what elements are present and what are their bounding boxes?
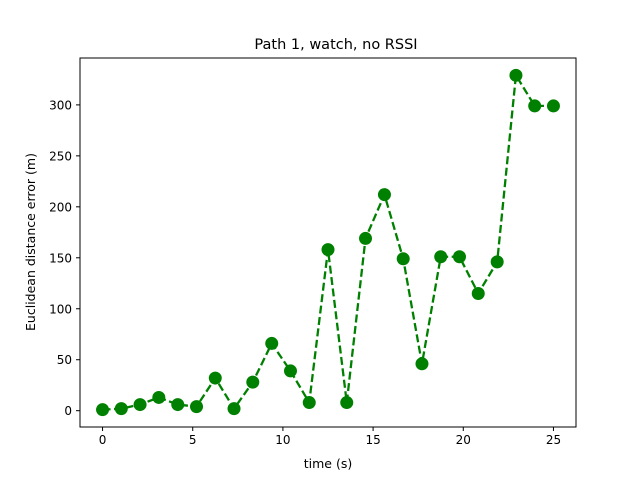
x-tick-label: 5 <box>189 433 197 447</box>
data-point <box>509 68 523 82</box>
y-tick-label: 50 <box>57 353 72 367</box>
data-point <box>452 250 466 264</box>
x-tick-label: 15 <box>365 433 380 447</box>
chart-title: Path 1, watch, no RSSI <box>254 37 417 53</box>
data-point <box>246 375 260 389</box>
data-point <box>133 398 147 412</box>
data-point <box>208 371 222 385</box>
data-point <box>359 231 373 245</box>
data-point <box>321 243 335 257</box>
x-tick-label: 20 <box>456 433 471 447</box>
y-tick-label: 100 <box>49 302 72 316</box>
data-point <box>171 398 185 412</box>
x-tick-label: 25 <box>546 433 561 447</box>
data-point <box>471 286 485 300</box>
data-point <box>490 255 504 269</box>
x-axis-label: time (s) <box>304 456 352 471</box>
series-layer <box>96 68 560 417</box>
data-point <box>283 364 297 378</box>
x-tick-label: 0 <box>99 433 107 447</box>
data-point <box>377 188 391 202</box>
x-tick-label: 10 <box>275 433 290 447</box>
plot-frame <box>79 57 577 428</box>
y-tick-label: 0 <box>64 404 72 418</box>
data-point <box>96 403 110 417</box>
data-point <box>302 396 316 410</box>
data-point <box>546 99 560 113</box>
data-point <box>190 400 204 414</box>
data-point <box>415 357 429 371</box>
y-tick-label: 150 <box>49 251 72 265</box>
data-point <box>114 402 128 416</box>
data-point <box>227 402 241 416</box>
data-point <box>528 99 542 113</box>
data-point <box>396 252 410 266</box>
y-tick-label: 300 <box>49 98 72 112</box>
y-tick-label: 200 <box>49 200 72 214</box>
data-point <box>434 250 448 264</box>
data-point <box>265 336 279 350</box>
data-point <box>340 396 354 410</box>
data-point <box>152 390 166 404</box>
y-axis-label: Euclidean distance error (m) <box>23 153 38 331</box>
y-tick-label: 250 <box>49 149 72 163</box>
